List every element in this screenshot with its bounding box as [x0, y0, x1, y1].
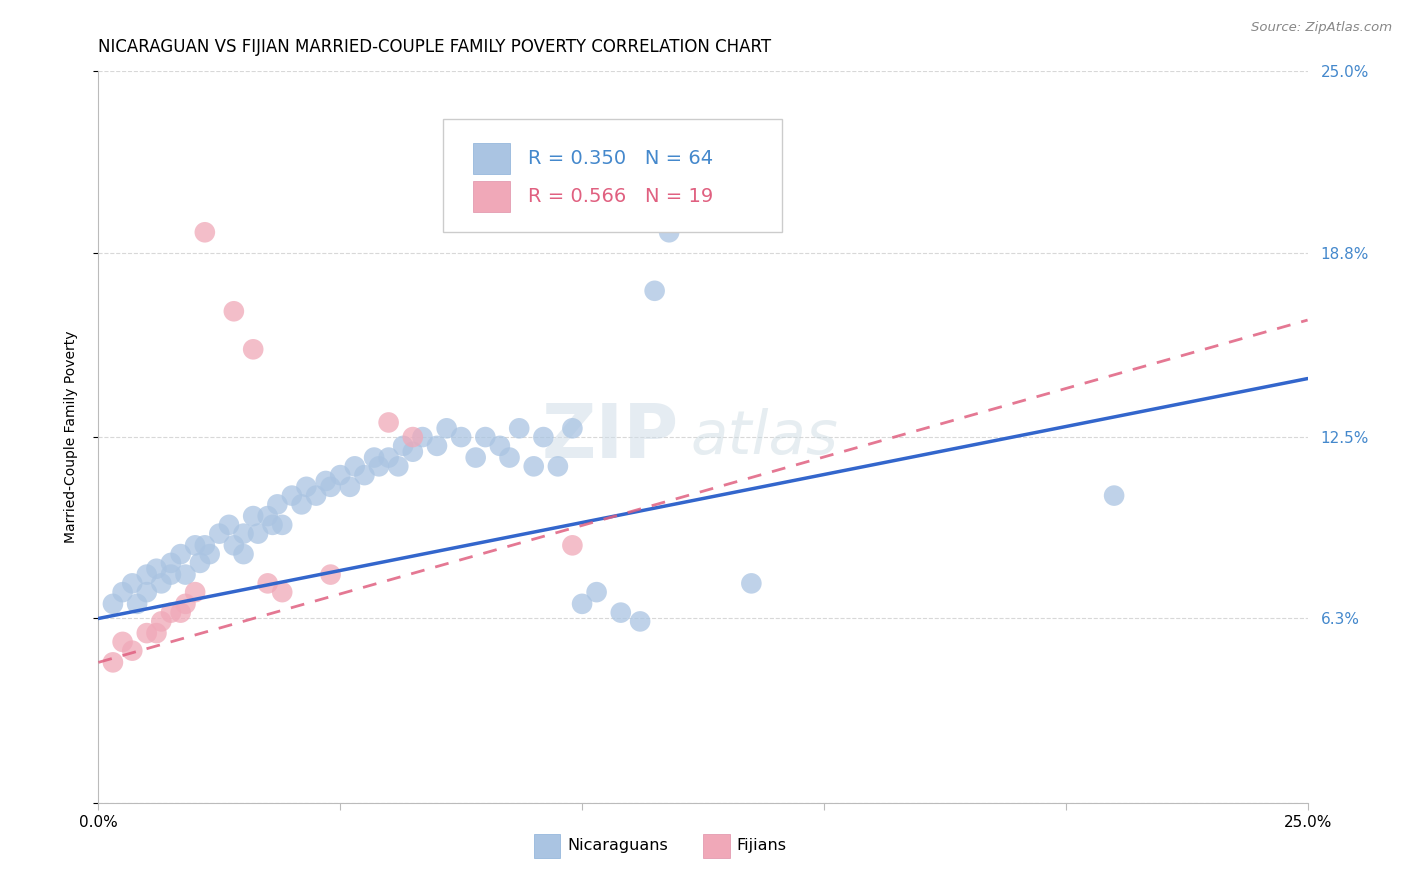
Point: [256, 509, 278, 524]
Point: [489, 439, 512, 453]
Point: [363, 450, 385, 465]
Point: [339, 480, 361, 494]
Point: [571, 597, 593, 611]
Point: [329, 468, 352, 483]
Point: [343, 459, 366, 474]
Point: [121, 576, 143, 591]
Text: R = 0.566   N = 19: R = 0.566 N = 19: [527, 187, 713, 206]
Point: [610, 606, 633, 620]
Point: [184, 538, 207, 552]
Point: [111, 635, 134, 649]
Point: [121, 643, 143, 657]
Point: [135, 585, 157, 599]
Text: ZIP: ZIP: [541, 401, 679, 474]
Point: [169, 547, 191, 561]
Point: [561, 421, 583, 435]
Point: [145, 562, 167, 576]
Point: [290, 497, 312, 511]
Point: [531, 430, 554, 444]
Point: [319, 480, 342, 494]
Point: [160, 606, 183, 620]
Point: [392, 439, 415, 453]
Text: NICARAGUAN VS FIJIAN MARRIED-COUPLE FAMILY POVERTY CORRELATION CHART: NICARAGUAN VS FIJIAN MARRIED-COUPLE FAMI…: [98, 38, 772, 56]
Point: [585, 585, 607, 599]
Point: [232, 526, 254, 541]
Point: [450, 430, 472, 444]
Text: Nicaraguans: Nicaraguans: [568, 838, 668, 854]
Point: [247, 526, 270, 541]
Point: [464, 450, 486, 465]
Point: [160, 556, 183, 570]
Point: [547, 459, 569, 474]
Text: R = 0.350   N = 64: R = 0.350 N = 64: [527, 149, 713, 168]
Bar: [474, 143, 509, 174]
Point: [135, 567, 157, 582]
Point: [402, 444, 425, 458]
Point: [242, 343, 264, 357]
Point: [426, 439, 449, 453]
Point: [628, 615, 651, 629]
Point: [262, 517, 284, 532]
Point: [169, 606, 191, 620]
Point: [658, 225, 681, 239]
Point: [101, 597, 124, 611]
Point: [198, 547, 221, 561]
Point: [436, 421, 458, 435]
Point: [402, 430, 425, 444]
Point: [101, 656, 124, 670]
Point: [222, 304, 245, 318]
Point: [266, 497, 288, 511]
Point: [111, 585, 134, 599]
Point: [194, 225, 217, 239]
Point: [740, 576, 762, 591]
Point: [353, 468, 375, 483]
Point: [174, 597, 197, 611]
Point: [188, 556, 211, 570]
Point: [368, 459, 391, 474]
Point: [523, 459, 546, 474]
Point: [281, 489, 304, 503]
Point: [474, 430, 496, 444]
Point: [1102, 489, 1125, 503]
Point: [271, 517, 294, 532]
Point: [561, 538, 583, 552]
Text: Fijians: Fijians: [737, 838, 787, 854]
Point: [319, 567, 342, 582]
Point: [377, 450, 399, 465]
Point: [644, 284, 666, 298]
Point: [174, 567, 197, 582]
Point: [295, 480, 318, 494]
Point: [315, 474, 337, 488]
Bar: [534, 834, 561, 858]
Point: [242, 509, 264, 524]
Point: [150, 576, 173, 591]
Point: [150, 615, 173, 629]
Point: [184, 585, 207, 599]
Point: [256, 576, 278, 591]
Y-axis label: Married-Couple Family Poverty: Married-Couple Family Poverty: [63, 331, 77, 543]
Point: [387, 459, 409, 474]
Point: [218, 517, 240, 532]
Point: [377, 416, 399, 430]
Point: [194, 538, 217, 552]
Bar: [474, 181, 509, 211]
Point: [135, 626, 157, 640]
Point: [208, 526, 231, 541]
Point: [127, 597, 149, 611]
Point: [411, 430, 433, 444]
Point: [145, 626, 167, 640]
Point: [305, 489, 328, 503]
Bar: [703, 834, 730, 858]
Text: atlas: atlas: [690, 408, 839, 467]
Point: [160, 567, 183, 582]
Point: [271, 585, 294, 599]
Point: [498, 450, 520, 465]
Point: [222, 538, 245, 552]
FancyBboxPatch shape: [443, 119, 782, 232]
Point: [508, 421, 530, 435]
Point: [232, 547, 254, 561]
Text: Source: ZipAtlas.com: Source: ZipAtlas.com: [1251, 21, 1392, 34]
